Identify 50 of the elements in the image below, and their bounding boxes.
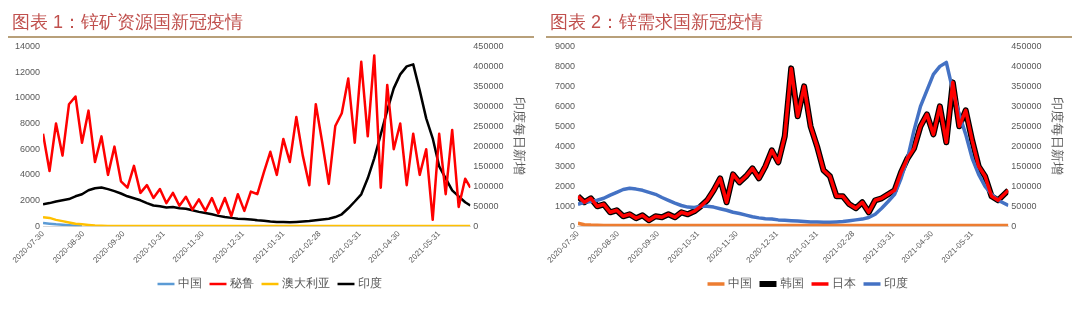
y-tick-label: 7000 bbox=[554, 80, 575, 91]
legend-label: 印度 bbox=[884, 276, 908, 291]
y-tick-label: 1000 bbox=[554, 200, 575, 211]
y2-tick-label: 100000 bbox=[1011, 180, 1042, 191]
y2-tick-label: 50000 bbox=[473, 200, 499, 211]
y2-tick-label: 150000 bbox=[473, 160, 504, 171]
chart-title: 图表 1：锌矿资源国新冠疫情 bbox=[8, 8, 534, 38]
y-tick-label: 0 bbox=[35, 220, 41, 231]
y2-tick-label: 150000 bbox=[1011, 160, 1042, 171]
y-tick-label: 5000 bbox=[554, 120, 575, 131]
y2-tick-label: 250000 bbox=[1011, 120, 1042, 131]
y2-tick-label: 200000 bbox=[1011, 140, 1042, 151]
y-tick-label: 8000 bbox=[20, 117, 41, 128]
chart-title: 图表 2：锌需求国新冠疫情 bbox=[546, 8, 1072, 38]
legend-label: 中国 bbox=[728, 276, 752, 291]
y2-tick-label: 0 bbox=[1011, 220, 1017, 231]
y2-axis-title: 印度每日新增 bbox=[1049, 97, 1065, 176]
legend-label: 秘鲁 bbox=[230, 276, 254, 291]
y2-tick-label: 400000 bbox=[473, 60, 504, 71]
y2-tick-label: 400000 bbox=[1011, 60, 1042, 71]
y-tick-label: 2000 bbox=[554, 180, 575, 191]
y2-tick-label: 450000 bbox=[1011, 40, 1042, 51]
y-tick-label: 10000 bbox=[15, 92, 41, 103]
y2-tick-label: 0 bbox=[473, 220, 479, 231]
y2-tick-label: 250000 bbox=[473, 120, 504, 131]
y-tick-label: 3000 bbox=[554, 160, 575, 171]
y-tick-label: 9000 bbox=[554, 40, 575, 51]
y2-tick-label: 350000 bbox=[473, 80, 504, 91]
y-tick-label: 4000 bbox=[20, 169, 41, 180]
y-tick-label: 6000 bbox=[20, 143, 41, 154]
y-tick-label: 6000 bbox=[554, 100, 575, 111]
y2-tick-label: 300000 bbox=[473, 100, 504, 111]
y-tick-label: 0 bbox=[569, 220, 575, 231]
legend-label: 印度 bbox=[358, 276, 382, 291]
y2-axis-title: 印度每日新增 bbox=[511, 97, 527, 176]
legend-label: 韩国 bbox=[780, 276, 804, 291]
y-tick-label: 12000 bbox=[15, 66, 41, 77]
y2-tick-label: 350000 bbox=[1011, 80, 1042, 91]
y2-tick-label: 50000 bbox=[1011, 200, 1037, 211]
y2-tick-label: 100000 bbox=[473, 180, 504, 191]
y2-tick-label: 200000 bbox=[473, 140, 504, 151]
y2-tick-label: 300000 bbox=[1011, 100, 1042, 111]
y-tick-label: 14000 bbox=[15, 40, 41, 51]
y-tick-label: 8000 bbox=[554, 60, 575, 71]
y2-tick-label: 450000 bbox=[473, 40, 504, 51]
legend-label: 澳大利亚 bbox=[282, 276, 330, 291]
y-tick-label: 4000 bbox=[554, 140, 575, 151]
legend-label: 中国 bbox=[178, 276, 202, 291]
y-tick-label: 2000 bbox=[20, 195, 41, 206]
legend-label: 日本 bbox=[832, 276, 856, 291]
